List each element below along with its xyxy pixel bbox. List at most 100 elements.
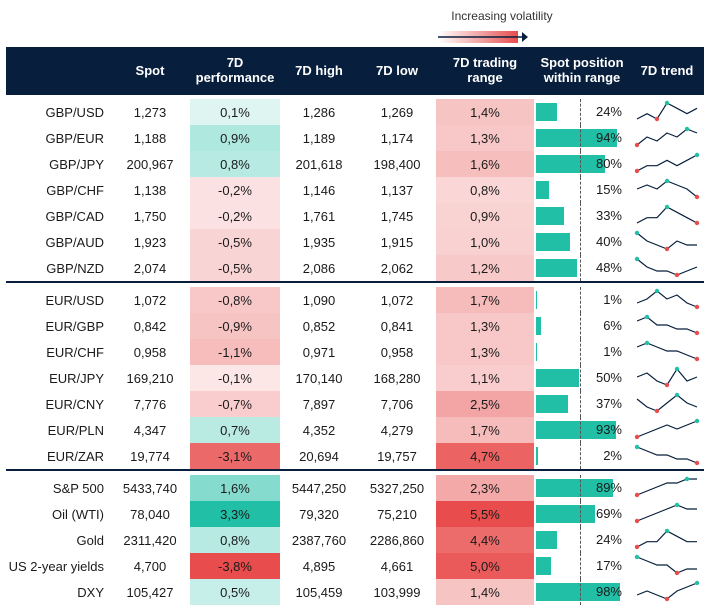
performance-cell: -3,1%	[190, 443, 280, 470]
trend-min-point	[674, 272, 680, 277]
position-bar	[536, 369, 579, 387]
trading-range-cell: 1,4%	[436, 99, 534, 125]
trend-sparkline	[636, 366, 698, 387]
trend-sparkline	[634, 256, 698, 277]
position-bar-wrap: 98%	[534, 579, 630, 605]
trend-min-point	[634, 142, 640, 147]
group-separator	[6, 469, 704, 475]
spot-position-cell: 89%	[534, 475, 630, 501]
header-7d-low: 7D low	[358, 47, 436, 94]
trend-sparkline	[634, 554, 697, 575]
midpoint-line	[580, 365, 581, 391]
position-bar-wrap: 24%	[534, 527, 630, 553]
instrument-name: GBP/CHF	[46, 182, 104, 198]
trading-range-cell: 1,0%	[436, 229, 534, 255]
high-cell: 1,189	[302, 130, 336, 146]
trading-range-cell: 1,3%	[436, 313, 534, 339]
instrument-name: EUR/CHF	[46, 344, 104, 360]
trend-min-point	[634, 518, 640, 523]
performance-cell: -0,2%	[190, 203, 280, 229]
separator-cell	[280, 469, 358, 475]
trend-cell	[630, 365, 704, 391]
performance-cell: -0,5%	[190, 255, 280, 282]
performance-cell: -0,9%	[190, 313, 280, 339]
spot-position-cell: 2%	[534, 443, 630, 470]
position-bar	[536, 317, 542, 335]
position-bar	[536, 155, 605, 173]
trend-max-point	[634, 230, 640, 235]
position-bar-wrap: 37%	[534, 391, 630, 417]
spot-cell: 0,842	[133, 318, 167, 334]
trend-max-point	[664, 528, 670, 533]
low-cell: 168,280	[373, 370, 421, 386]
position-value: 80%	[595, 156, 622, 171]
trend-sparkline	[634, 418, 700, 439]
trend-cell	[630, 417, 704, 443]
trend-sparkline	[636, 204, 700, 225]
trend-sparkline	[636, 392, 698, 413]
fx-monitor-table: Spot 7D performance 7D high 7D low 7D tr…	[6, 47, 704, 605]
position-bar-wrap: 2%	[534, 443, 630, 469]
separator-cell	[190, 469, 280, 475]
high-cell: 2,086	[302, 260, 336, 276]
trend-max-point	[654, 288, 660, 293]
group-separator	[6, 93, 704, 99]
separator-cell	[358, 281, 436, 287]
trend-sparkline	[636, 288, 700, 309]
position-bar	[536, 343, 537, 361]
position-bar-wrap: 93%	[534, 417, 630, 443]
high-cell: 0,971	[302, 344, 336, 360]
trend-max-point	[644, 340, 650, 345]
spot-cell: 2,074	[133, 260, 167, 276]
separator-cell	[6, 93, 110, 99]
performance-cell: 0,9%	[190, 125, 280, 151]
separator-cell	[358, 469, 436, 475]
instrument-name: Gold	[76, 532, 104, 548]
spot-position-cell: 50%	[534, 365, 630, 391]
position-value: 17%	[595, 558, 622, 573]
midpoint-line	[580, 527, 581, 553]
midpoint-line	[580, 417, 581, 443]
table-row: S&P 500 5433,740 1,6% 5447,250 5327,250 2,3% 8…	[6, 475, 704, 501]
instrument-name: GBP/AUD	[45, 234, 104, 250]
performance-cell: -0,5%	[190, 229, 280, 255]
spot-position-cell: 1%	[534, 287, 630, 313]
position-bar	[536, 557, 551, 575]
trading-range-cell: 4,7%	[436, 443, 534, 470]
header-7d-trend: 7D trend	[630, 47, 704, 94]
trading-range-cell: 1,6%	[436, 151, 534, 177]
trend-min-point	[694, 194, 700, 199]
performance-cell: -1,1%	[190, 339, 280, 365]
performance-cell: 0,5%	[190, 579, 280, 605]
midpoint-line	[580, 501, 581, 527]
position-bar	[536, 395, 568, 413]
table-row: EUR/JPY 169,210 -0,1% 170,140 168,280 1,1% 50%	[6, 365, 704, 391]
trend-max-point	[694, 580, 700, 585]
trading-range-cell: 5,0%	[436, 553, 534, 579]
spot-cell: 5433,740	[122, 480, 178, 496]
position-value: 69%	[595, 506, 622, 521]
trend-cell	[630, 443, 704, 470]
low-cell: 75,210	[377, 506, 417, 522]
trend-line	[636, 127, 698, 145]
midpoint-line	[580, 553, 581, 579]
trend-min-point	[694, 356, 700, 361]
trend-max-point	[664, 100, 670, 105]
table-row: EUR/CNY 7,776 -0,7% 7,897 7,706 2,5% 37%	[6, 391, 704, 417]
trend-max-point	[674, 502, 680, 507]
performance-cell: -3,8%	[190, 553, 280, 579]
midpoint-line	[580, 177, 581, 203]
low-cell: 1,745	[380, 208, 414, 224]
trend-line	[636, 341, 698, 360]
instrument-name: EUR/GBP	[45, 318, 104, 334]
low-cell: 0,958	[380, 344, 414, 360]
instrument-name: EUR/ZAR	[46, 448, 104, 464]
instrument-name: GBP/EUR	[45, 130, 104, 146]
table-row: US 2-year yields 4,700 -3,8% 4,895 4,661 5,0%…	[6, 553, 704, 579]
header-7d-trading-range: 7D trading range	[436, 47, 534, 94]
low-cell: 2,062	[380, 260, 414, 276]
performance-cell: 0,8%	[190, 527, 280, 553]
trend-cell	[630, 203, 704, 229]
performance-cell: -0,8%	[190, 287, 280, 313]
volatility-legend-label: Increasing volatility	[451, 9, 553, 23]
